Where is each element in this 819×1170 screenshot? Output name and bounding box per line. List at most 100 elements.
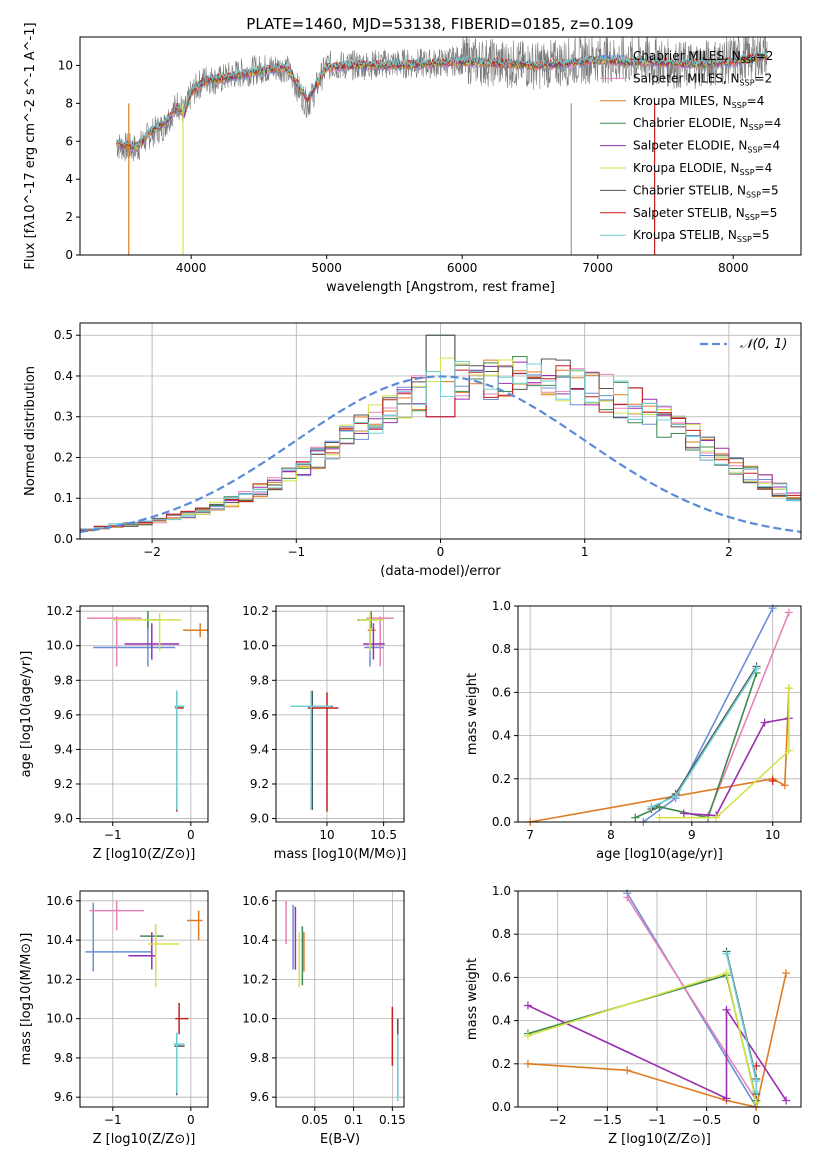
legend-subscript: SSP — [737, 235, 752, 244]
residuals-ytick-label: 0.0 — [54, 532, 73, 546]
mass_vs_ebv-ytick-label: 10.6 — [242, 894, 269, 908]
legend-subscript: SSP — [740, 78, 755, 87]
weight_vs_Z-ytick-label: 0.6 — [492, 970, 511, 984]
age_vs_Z-xtick-label: 0 — [187, 828, 195, 842]
legend-entry: Chabrier STELIB, NSSP=5 — [633, 183, 779, 199]
spectrum-ytick-label: 8 — [65, 96, 73, 110]
weight_vs_Z-xlabel: Z [log10(Z/Z⊙)] — [608, 1132, 711, 1147]
mass_vs_ebv-xtick-label: 0.15 — [379, 1113, 406, 1127]
legend-value: =5 — [760, 206, 778, 220]
residuals-xtick-label: −1 — [287, 545, 305, 559]
weight_vs_Z-ytick-label: 0.2 — [492, 1057, 511, 1071]
gaussian-legend-label: 𝒩(0, 1) — [740, 337, 787, 352]
mass_vs_Z-ytick-label: 10.0 — [46, 1012, 73, 1026]
weight_vs_Z-xtick-label: −1.5 — [593, 1113, 622, 1127]
legend-value: =2 — [756, 49, 774, 63]
legend-entry: Kroupa STELIB, NSSP=5 — [633, 228, 770, 244]
weight_vs_age-plot-area — [526, 604, 793, 826]
weight_vs_age-ytick-label: 1.0 — [492, 599, 511, 613]
age_vs_Z-ytick-label: 9.4 — [54, 742, 73, 756]
weight-line — [527, 1004, 787, 1101]
mass_vs_ebv-ytick-label: 9.6 — [250, 1090, 269, 1104]
mass_vs_Z-ylabel: mass [log10(M/M⊙)] — [19, 933, 34, 1066]
mass_vs_Z-ytick-label: 9.6 — [54, 1090, 73, 1104]
residuals-ytick-label: 0.3 — [54, 410, 73, 424]
weight_vs_age-ytick-label: 0.0 — [492, 815, 511, 829]
weight_vs_Z-ytick-label: 0.4 — [492, 1014, 511, 1028]
spectrum-frame — [79, 36, 802, 256]
spectrum-ytick-label: 4 — [65, 172, 73, 186]
legend-value: =5 — [761, 183, 779, 197]
spectrum-model-line — [116, 50, 768, 149]
weight_vs_age-xtick-label: 8 — [607, 828, 615, 842]
mass_vs_ebv-xtick-label: 0.05 — [301, 1113, 328, 1127]
residuals-ytick-label: 0.5 — [54, 328, 73, 342]
weight-line — [626, 897, 757, 1101]
age_vs_Z-plot-area — [87, 611, 208, 812]
spectrum-ytick-label: 6 — [65, 134, 73, 148]
age_vs_Z-ytick-label: 9.2 — [54, 777, 73, 791]
age_vs_Z-ytick-label: 9.8 — [54, 673, 73, 687]
weight_vs_Z-ytick-label: 0.0 — [492, 1100, 511, 1114]
age_vs_mass-ytick-label: 9.2 — [250, 777, 269, 791]
age_vs_mass-frame — [275, 605, 405, 823]
spectrum-xtick-label: 4000 — [176, 261, 207, 275]
age_vs_Z-frame — [79, 605, 209, 823]
residuals-plot-area — [80, 334, 801, 539]
age_vs_mass-plot-area — [290, 611, 394, 812]
weight-line — [651, 668, 758, 808]
residuals-xlabel: (data-model)/error — [380, 564, 501, 579]
weight_vs_Z-xtick-label: 0 — [752, 1113, 760, 1127]
weight_vs_age-frame — [517, 605, 802, 823]
spectrum-ylabel: Flux [fλ10^-17 erg cm^-2 s^-1 A^-1] — [23, 22, 38, 269]
age_vs_Z-xtick-label: −1 — [104, 828, 122, 842]
age_vs_mass-ytick-label: 10.2 — [242, 604, 269, 618]
spectrum-ytick-label: 0 — [65, 248, 73, 262]
weight-line — [529, 688, 790, 823]
weight_vs_age-axes: 7 8 9 10 0.0 0.2 0.4 0.6 0.8 1.0 age [log10(age/yr… — [465, 599, 801, 862]
histogram-series — [80, 361, 801, 539]
age_vs_Z-ylabel: age [log10(age/yr)] — [19, 651, 34, 778]
mass_vs_Z-xtick-label: −1 — [104, 1113, 122, 1127]
residuals-axes: −2 −1 0 1 2 0.0 0.1 0.2 0.3 0.4 0.5 (data-model)/er… — [23, 323, 801, 579]
mass_vs_Z-ytick-label: 9.8 — [54, 1051, 73, 1065]
weight-line — [725, 953, 758, 1092]
legend-subscript: SSP — [746, 190, 761, 199]
weight-line — [650, 666, 758, 810]
legend-entry: Chabrier ELODIE, NSSP=4 — [633, 116, 781, 132]
legend-value: =4 — [762, 139, 780, 153]
residuals-xtick-label: 2 — [725, 545, 733, 559]
mass_vs_Z-ytick-label: 10.6 — [46, 894, 73, 908]
mass_vs_ebv-frame — [275, 890, 405, 1108]
weight_vs_age-ylabel: mass weight — [465, 673, 480, 755]
legend-value: =4 — [755, 161, 773, 175]
mass_vs_ebv-axes: 0.05 0.1 0.15 9.6 9.8 10.0 10.2 10.4 10.6 E(B-V) — [242, 891, 406, 1147]
legend-subscript: SSP — [740, 168, 755, 177]
mass_vs_ebv-ytick-label: 10.0 — [242, 1012, 269, 1026]
mass_vs_ebv-ytick-label: 10.4 — [242, 933, 269, 947]
weight_vs_Z-plot-area — [523, 889, 791, 1111]
age_vs_mass-ytick-label: 9.6 — [250, 708, 269, 722]
mass_vs_ebv-plot-area — [285, 900, 399, 1102]
weight-line — [527, 974, 758, 1101]
age_vs_mass-xtick-label: 10.5 — [370, 828, 397, 842]
residuals-ytick-label: 0.2 — [54, 450, 73, 464]
mass_vs_ebv-ytick-label: 10.2 — [242, 972, 269, 986]
legend-entry: Salpeter MILES, NSSP=2 — [633, 71, 772, 87]
legend-subscript: SSP — [741, 56, 756, 65]
spectrum-xtick-label: 8000 — [718, 261, 749, 275]
age_vs_mass-ytick-label: 9.8 — [250, 673, 269, 687]
gaussian-curve — [80, 375, 801, 533]
weight_vs_age-xtick-label: 7 — [526, 828, 534, 842]
spectrum-data-line — [116, 37, 768, 162]
weight_vs_age-ytick-label: 0.8 — [492, 642, 511, 656]
age_vs_mass-ytick-label: 9.4 — [250, 742, 269, 756]
residuals-xtick-label: −2 — [143, 545, 161, 559]
age_vs_Z-axes: −1 0 9.0 9.2 9.4 9.6 9.8 10.0 10.2 Z [log10(Z/Z⊙)… — [19, 604, 208, 862]
age_vs_mass-axes: 10 10.5 9.0 9.2 9.4 9.6 9.8 10.0 10.2 mass [log10… — [242, 604, 406, 862]
mass_vs_ebv-xlabel: E(B-V) — [320, 1132, 360, 1147]
spectrum-ytick-label: 2 — [65, 210, 73, 224]
age_vs_Z-xlabel: Z [log10(Z/Z⊙)] — [93, 847, 196, 862]
age_vs_Z-ytick-label: 10.2 — [46, 604, 73, 618]
residuals-ytick-label: 0.1 — [54, 491, 73, 505]
